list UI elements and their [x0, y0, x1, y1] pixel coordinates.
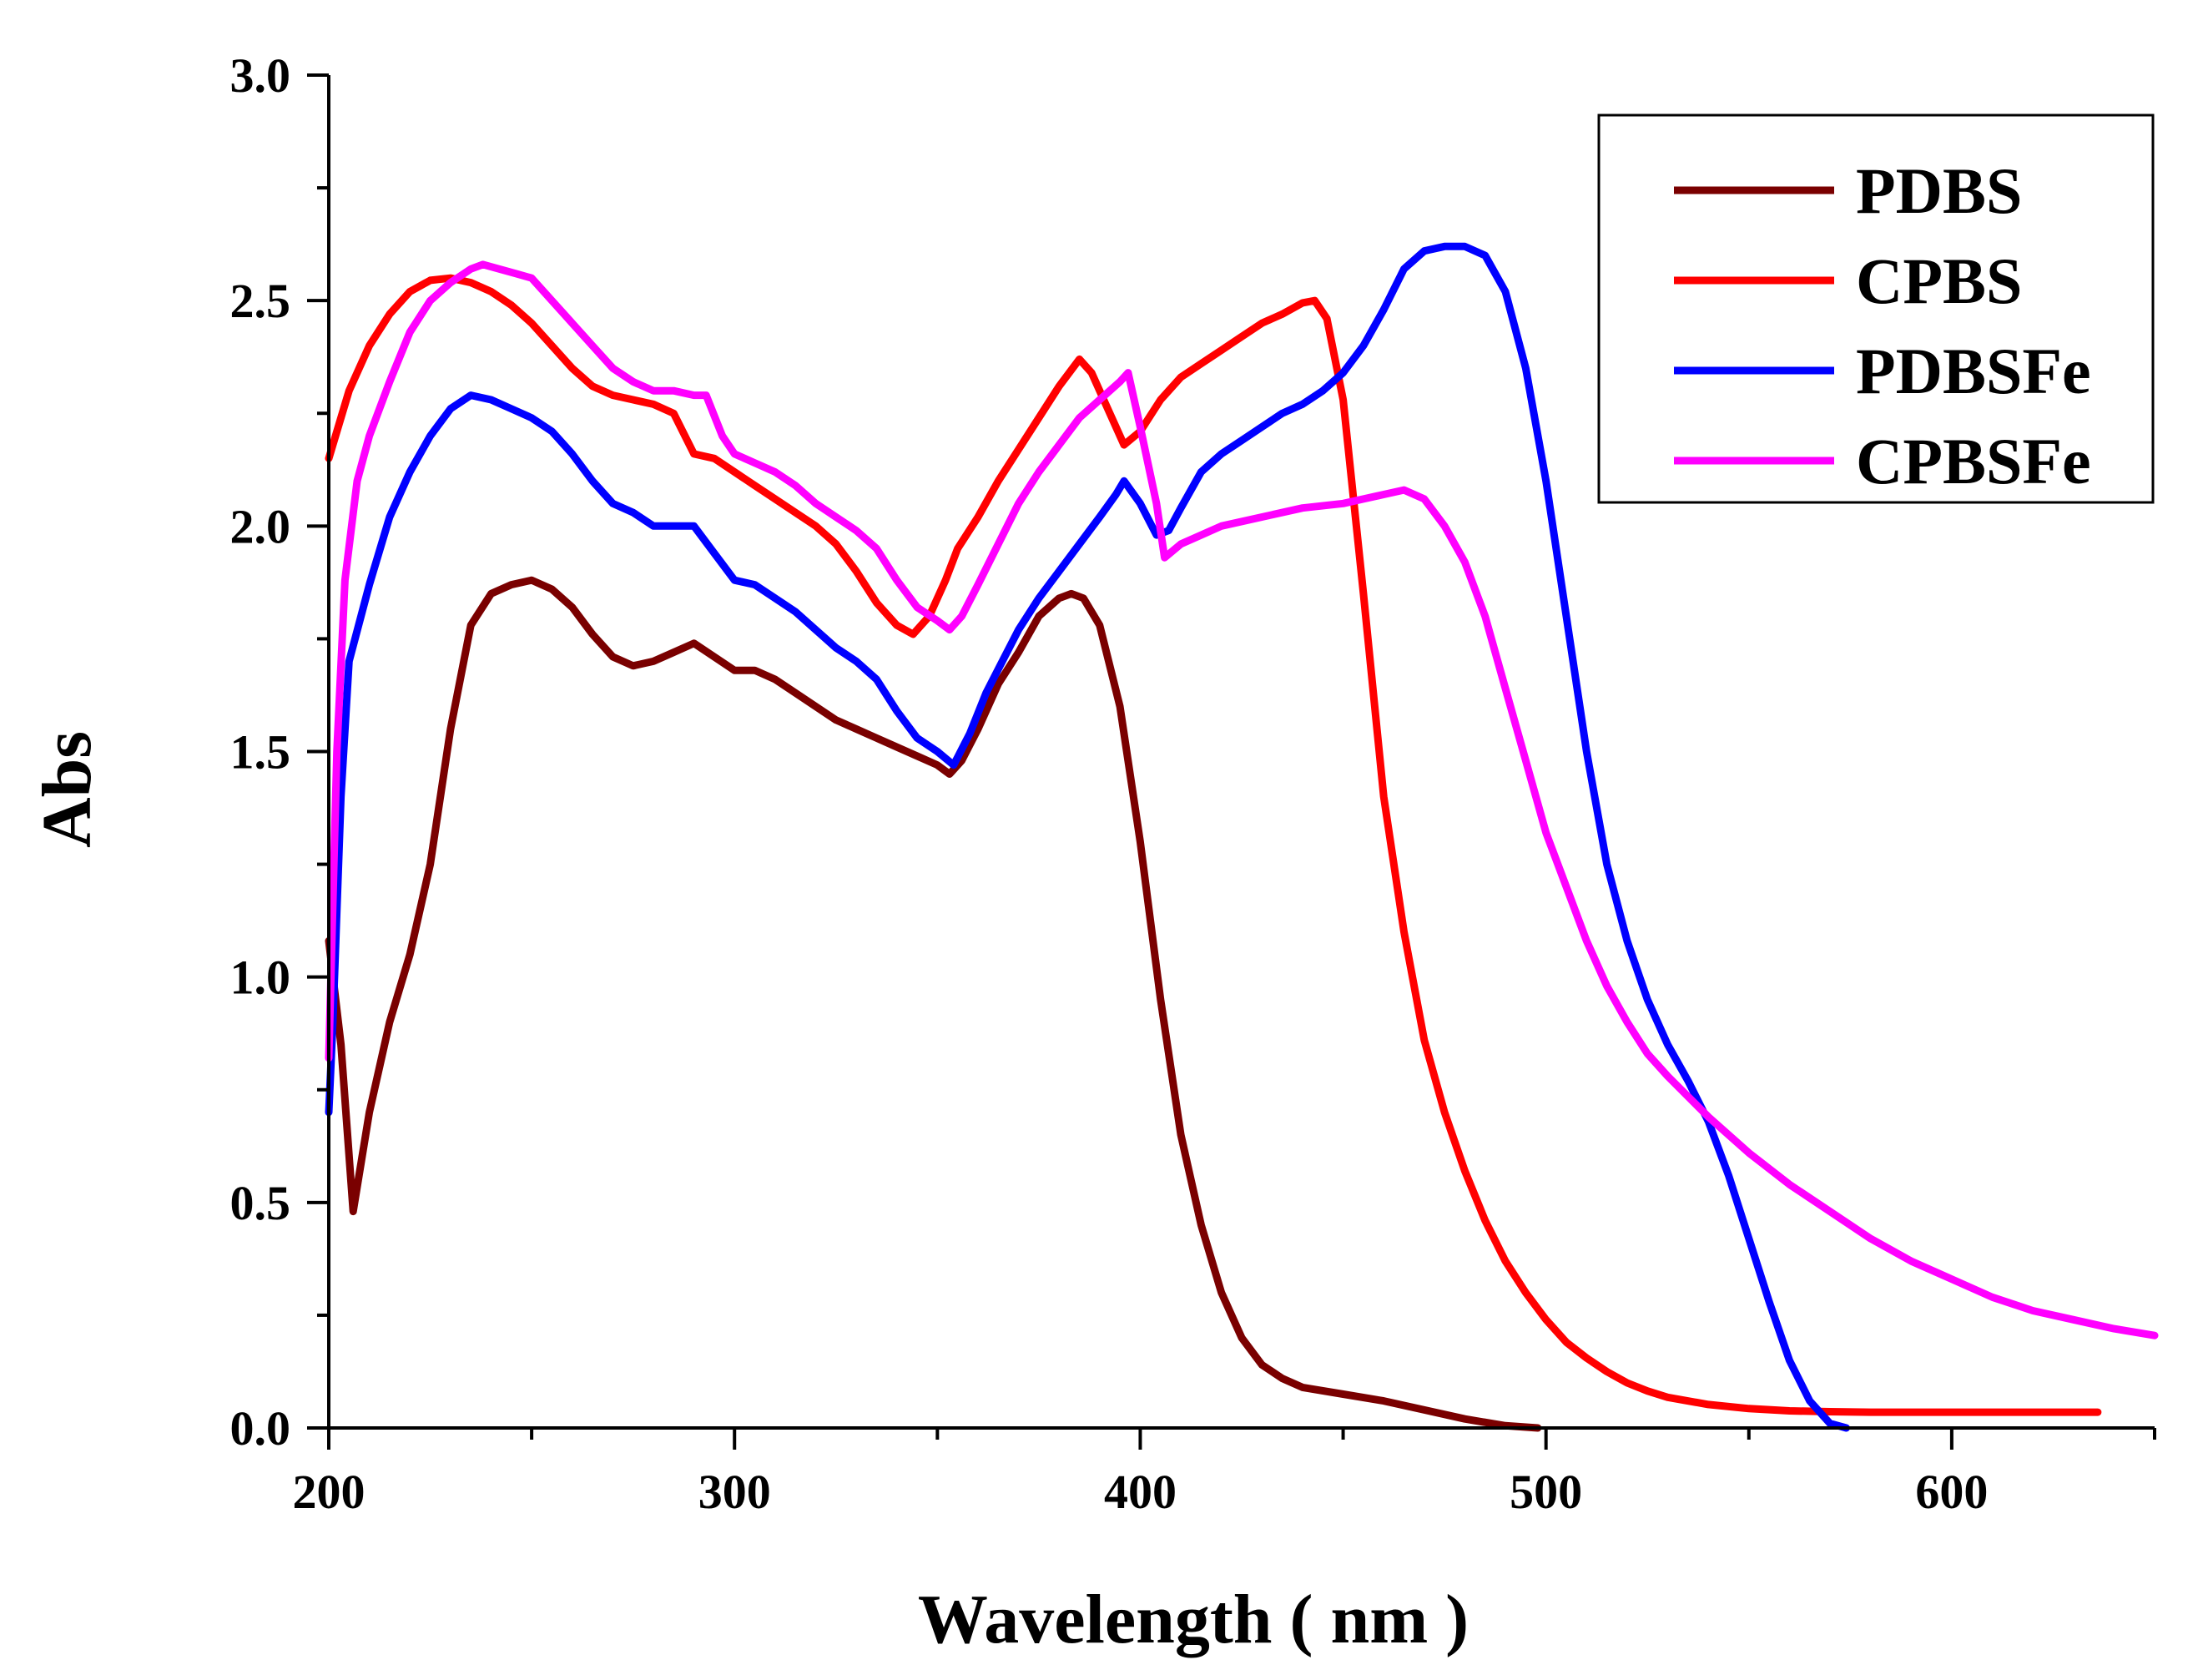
- x-tick-label: 400: [1104, 1465, 1177, 1519]
- x-tick-label: 600: [1915, 1465, 1988, 1519]
- y-tick-label: 1.5: [230, 725, 291, 779]
- x-tick-label: 500: [1510, 1465, 1582, 1519]
- y-tick-label: 0.5: [230, 1176, 291, 1230]
- legend-label-cpbsfe: CPBSFe: [1856, 425, 2091, 497]
- x-axis-title: Wavelength ( nm ): [918, 1581, 1469, 1658]
- y-tick-label: 1.0: [230, 951, 291, 1005]
- axis-layer: 0.0 0.5 1.0 1.5 2.0 2.5 3.0 200 300 400 500 600: [230, 48, 2156, 1519]
- series-line-cpbs: [325, 274, 2102, 1416]
- x-tick-label: 200: [293, 1465, 365, 1519]
- legend-label-pdbs: PDBS: [1856, 154, 2022, 227]
- series-layer: [325, 242, 2159, 1432]
- y-tick-label: 3.0: [230, 48, 291, 103]
- series-line-pdbs: [325, 576, 1542, 1432]
- y-tick-label: 2.0: [230, 499, 291, 553]
- legend-box: [1597, 114, 2155, 504]
- y-tick-label: 0.0: [230, 1401, 291, 1455]
- series-line-cpbsfe: [325, 260, 2159, 1339]
- y-axis-title: Abs: [28, 731, 106, 848]
- legend-label-pdbsfe: PDBSFe: [1856, 335, 2091, 407]
- legend-label-cpbs: CPBS: [1856, 245, 2022, 317]
- y-tick-label: 2.5: [230, 274, 291, 328]
- legend: PDBS CPBS PDBSFe CPBSFe: [1597, 114, 2155, 504]
- x-tick-label: 300: [698, 1465, 771, 1519]
- series-line-pdbsfe: [325, 242, 1850, 1432]
